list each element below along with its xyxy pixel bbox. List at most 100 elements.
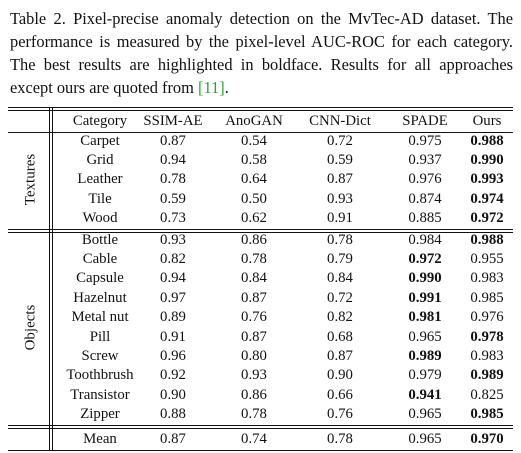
citation-link[interactable]: [11] <box>197 78 225 97</box>
group-rule-2 <box>8 231 513 233</box>
value-cell: 0.874 <box>408 190 442 207</box>
value-cell: 0.87 <box>241 289 267 306</box>
value-cell: 0.73 <box>160 210 186 227</box>
table-caption: Table 2. Pixel-precise anomaly detection… <box>10 9 513 97</box>
category-cell: Carpet <box>80 132 120 149</box>
value-cell: 0.972 <box>470 210 504 227</box>
value-cell: 0.87 <box>327 347 353 364</box>
value-cell: 0.82 <box>160 250 186 267</box>
group-rule <box>8 229 513 230</box>
value-cell: 0.59 <box>160 190 186 207</box>
value-cell: 0.976 <box>470 309 504 326</box>
value-cell: 0.66 <box>327 386 353 403</box>
value-cell: 0.989 <box>408 347 442 364</box>
table-top-rule-2 <box>8 110 513 111</box>
mean-label: Mean <box>83 431 117 447</box>
value-cell: 0.990 <box>408 270 442 287</box>
value-cell: 0.68 <box>327 328 353 345</box>
value-cell: 0.976 <box>408 171 442 188</box>
value-cell: 0.91 <box>327 210 353 227</box>
column-header: AnoGAN <box>225 113 283 129</box>
value-cell: 0.62 <box>241 210 267 227</box>
value-cell: 0.965 <box>408 328 442 345</box>
value-cell: 0.92 <box>160 367 186 384</box>
category-cell: Grid <box>86 151 114 168</box>
value-cell: 0.981 <box>408 309 442 326</box>
value-cell: 0.58 <box>241 151 267 168</box>
value-cell: 0.955 <box>470 250 504 267</box>
mean-value: 0.87 <box>160 431 186 447</box>
category-cell: Capsule <box>76 270 124 287</box>
value-cell: 0.78 <box>241 406 267 423</box>
value-cell: 0.64 <box>241 171 267 188</box>
value-cell: 0.82 <box>327 309 353 326</box>
value-cell: 0.78 <box>327 231 353 248</box>
value-cell: 0.86 <box>241 386 267 403</box>
value-cell: 0.991 <box>408 289 442 306</box>
value-cell: 0.972 <box>408 250 442 267</box>
value-cell: 0.97 <box>160 289 186 306</box>
category-cell: Pill <box>89 328 111 345</box>
category-cell: Transistor <box>70 386 130 403</box>
value-cell: 0.59 <box>327 151 353 168</box>
value-cell: 0.979 <box>408 367 442 384</box>
table-bottom-rule <box>8 450 513 451</box>
value-cell: 0.983 <box>470 347 504 364</box>
value-cell: 0.72 <box>327 289 353 306</box>
value-cell: 0.988 <box>470 132 504 149</box>
category-cell: Hazelnut <box>73 289 127 306</box>
value-cell: 0.965 <box>408 406 442 423</box>
column-header: SSIM-AE <box>143 113 203 129</box>
value-cell: 0.978 <box>470 328 504 345</box>
value-cell: 0.90 <box>327 367 353 384</box>
value-cell: 0.72 <box>327 132 353 149</box>
table-top-rule <box>8 107 513 108</box>
column-header: Ours <box>472 113 502 129</box>
header-rule <box>8 132 513 133</box>
category-cell: Cable <box>82 250 118 267</box>
value-cell: 0.90 <box>160 386 186 403</box>
value-cell: 0.78 <box>160 171 186 188</box>
value-cell: 0.990 <box>470 151 504 168</box>
value-cell: 0.87 <box>327 171 353 188</box>
value-cell: 0.993 <box>470 171 504 188</box>
group-label: Textures <box>22 153 39 206</box>
category-cell: Zipper <box>80 406 120 423</box>
value-cell: 0.937 <box>408 151 442 168</box>
value-cell: 0.989 <box>470 367 504 384</box>
value-cell: 0.94 <box>160 151 186 168</box>
value-cell: 0.91 <box>160 328 186 345</box>
value-cell: 0.88 <box>160 406 186 423</box>
mean-value: 0.78 <box>327 431 353 447</box>
value-cell: 0.50 <box>241 190 267 207</box>
category-cell: Leather <box>77 171 123 188</box>
body-bottom-rule-2 <box>8 428 513 429</box>
value-cell: 0.76 <box>241 309 267 326</box>
category-cell: Bottle <box>81 231 119 248</box>
value-cell: 0.983 <box>470 270 504 287</box>
column-header: Category <box>72 113 128 129</box>
category-cell: Screw <box>81 347 119 364</box>
group-label: Objects <box>22 304 39 350</box>
column-divider <box>49 107 50 450</box>
value-cell: 0.54 <box>241 132 267 149</box>
value-cell: 0.87 <box>241 328 267 345</box>
value-cell: 0.885 <box>408 210 442 227</box>
mean-value: 0.74 <box>241 431 267 447</box>
value-cell: 0.80 <box>241 347 267 364</box>
mean-value: 0.965 <box>408 431 442 447</box>
mean-value: 0.970 <box>470 431 504 447</box>
value-cell: 0.975 <box>408 132 442 149</box>
value-cell: 0.86 <box>241 231 267 248</box>
value-cell: 0.985 <box>470 406 504 423</box>
caption-text: Table 2. Pixel-precise anomaly detection… <box>10 9 513 97</box>
column-header: SPADE <box>402 113 448 129</box>
value-cell: 0.988 <box>470 231 504 248</box>
value-cell: 0.93 <box>160 231 186 248</box>
value-cell: 0.93 <box>241 367 267 384</box>
value-cell: 0.78 <box>241 250 267 267</box>
value-cell: 0.984 <box>408 231 442 248</box>
value-cell: 0.941 <box>408 386 442 403</box>
category-cell: Tile <box>88 190 112 207</box>
column-divider-2 <box>52 107 53 450</box>
